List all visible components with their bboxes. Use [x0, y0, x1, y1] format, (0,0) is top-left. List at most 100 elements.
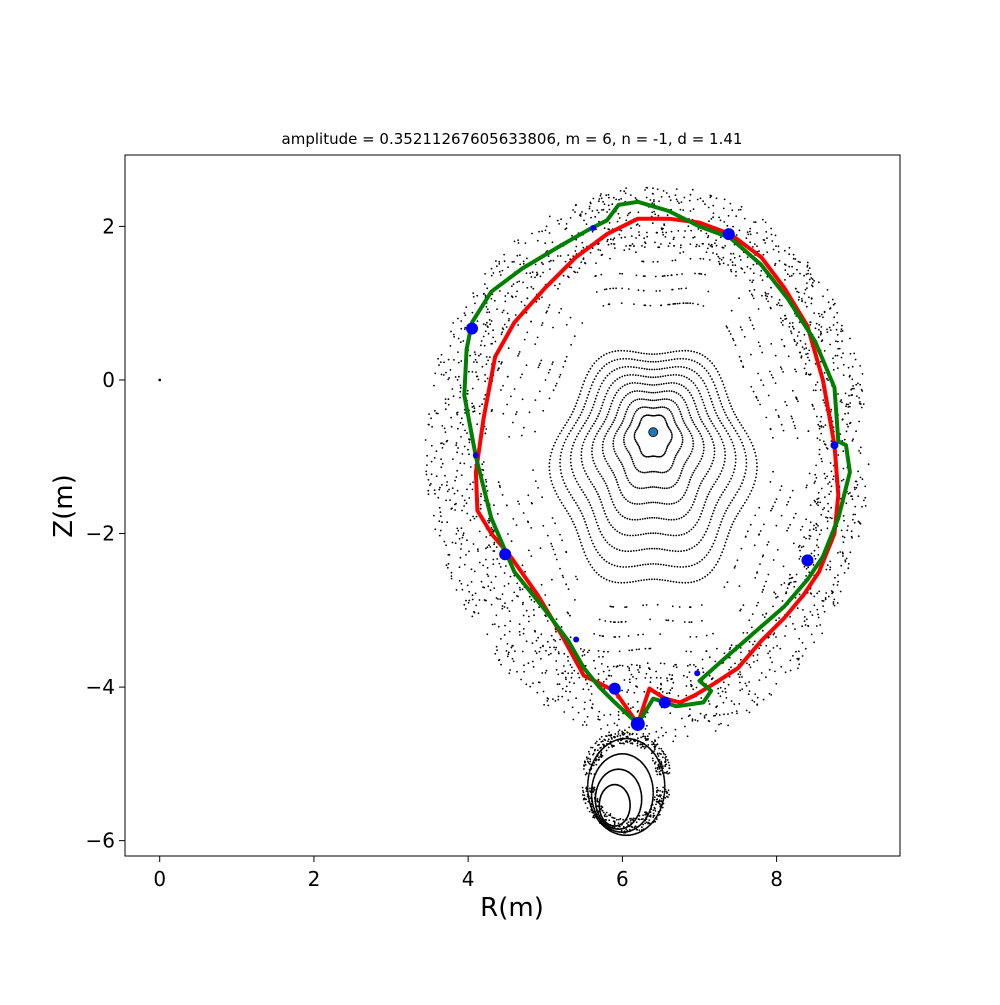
poincare-point	[836, 354, 839, 357]
flux-surface-point	[685, 376, 688, 379]
poincare-point	[666, 214, 669, 217]
poincare-point	[848, 422, 851, 425]
flux-surface-point	[629, 350, 631, 353]
divertor-point	[660, 747, 663, 750]
flux-surface-point	[653, 486, 656, 488]
poincare-point	[518, 353, 520, 355]
poincare-point	[761, 279, 764, 281]
flux-surface-point	[670, 399, 673, 402]
flux-surface-point	[728, 480, 731, 483]
poincare-point	[628, 248, 631, 251]
divertor-point	[607, 738, 610, 741]
divertor-point	[631, 742, 634, 745]
poincare-point	[693, 236, 696, 238]
divertor-surface-point	[587, 796, 590, 799]
poincare-point	[544, 672, 547, 674]
poincare-point	[481, 365, 484, 368]
poincare-point	[748, 690, 751, 692]
poincare-point	[522, 281, 524, 284]
divertor-surface-point	[588, 774, 590, 776]
poincare-point	[823, 472, 826, 475]
poincare-point	[779, 647, 782, 650]
flux-surface-point	[671, 413, 673, 415]
poincare-point	[537, 366, 540, 369]
poincare-point	[484, 394, 487, 396]
poincare-point	[685, 302, 687, 304]
poincare-point	[518, 351, 521, 353]
poincare-point	[792, 516, 795, 519]
poincare-point	[497, 481, 500, 483]
divertor-point	[654, 767, 657, 770]
flux-surface-point	[586, 475, 589, 478]
poincare-point	[608, 674, 611, 677]
flux-surface-point	[625, 430, 628, 432]
poincare-point	[851, 498, 854, 501]
flux-surface-point	[601, 504, 604, 506]
poincare-point	[600, 728, 602, 730]
poincare-point	[727, 713, 729, 715]
poincare-point	[669, 689, 672, 691]
poincare-point	[752, 297, 755, 300]
poincare-point	[677, 230, 680, 232]
poincare-point	[664, 236, 667, 238]
divertor-surface-point	[661, 802, 664, 805]
flux-surface-point	[623, 441, 625, 444]
flux-surface-point	[719, 523, 722, 526]
flux-surface-point	[642, 360, 644, 362]
poincare-point	[518, 586, 521, 589]
poincare-point	[512, 421, 514, 424]
poincare-point	[623, 679, 626, 681]
poincare-point	[558, 376, 561, 378]
flux-surface-point	[602, 401, 604, 404]
poincare-point	[742, 604, 745, 607]
flux-surface-point	[653, 516, 656, 519]
flux-surface-point	[576, 399, 579, 402]
poincare-point	[665, 619, 668, 621]
poincare-point	[763, 616, 766, 619]
poincare-point	[827, 502, 829, 505]
poincare-point	[574, 211, 576, 213]
divertor-point	[608, 734, 610, 737]
flux-surface-point	[602, 423, 604, 425]
poincare-point	[757, 372, 759, 375]
flux-surface-point	[646, 383, 649, 386]
poincare-point	[814, 500, 817, 503]
flux-surface-point	[638, 367, 641, 369]
flux-surface-point	[564, 424, 566, 427]
divertor-point	[600, 740, 603, 743]
flux-surface-point	[606, 518, 609, 521]
poincare-point	[494, 340, 497, 343]
poincare-point	[832, 368, 835, 371]
flux-surface-point	[676, 565, 679, 568]
poincare-point	[779, 366, 782, 368]
flux-surface-point	[567, 418, 570, 421]
flux-surface-point	[673, 382, 675, 384]
poincare-point	[504, 300, 507, 303]
poincare-point	[808, 349, 811, 352]
poincare-point	[730, 268, 732, 271]
flux-surface-point	[742, 479, 745, 481]
poincare-point	[463, 499, 466, 502]
flux-surface-point	[692, 440, 694, 442]
flux-surface-point	[685, 404, 688, 406]
flux-surface-point	[677, 500, 680, 502]
poincare-point	[557, 287, 559, 290]
poincare-point	[600, 663, 603, 665]
divertor-surface-point	[660, 805, 663, 807]
poincare-point	[786, 503, 788, 506]
flux-surface-point	[708, 394, 711, 397]
flux-surface-point	[649, 399, 652, 402]
flux-surface-point	[645, 414, 648, 417]
divertor-point	[641, 745, 644, 748]
flux-surface-point	[601, 533, 603, 536]
poincare-point	[792, 655, 794, 657]
poincare-point	[705, 232, 708, 235]
flux-surface-point	[735, 515, 738, 518]
poincare-point	[625, 187, 627, 190]
flux-surface-point	[599, 427, 601, 430]
poincare-point	[819, 360, 822, 363]
poincare-point	[724, 687, 727, 690]
poincare-point	[819, 439, 821, 441]
flux-surface-point	[591, 365, 594, 367]
flux-surface-point	[672, 485, 675, 487]
